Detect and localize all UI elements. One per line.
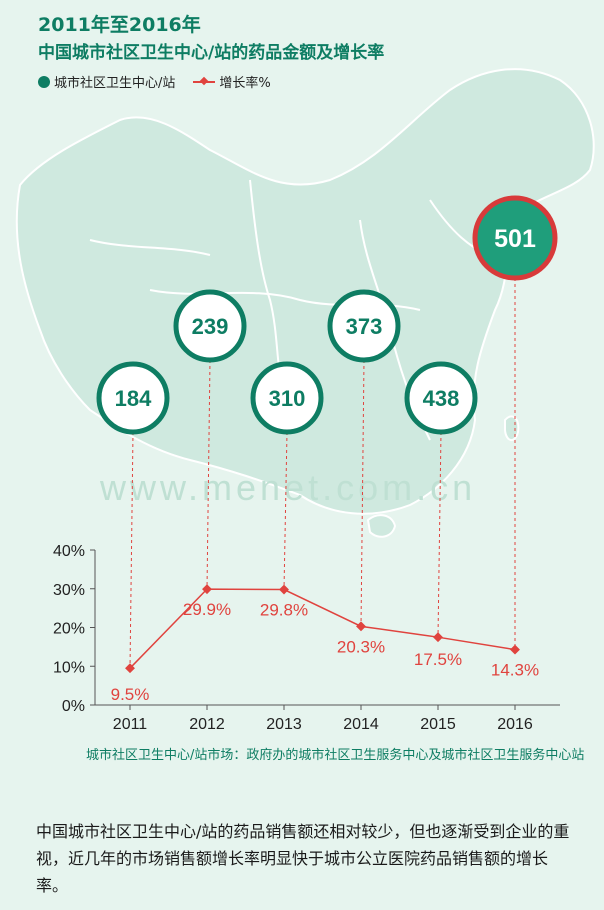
growth-point <box>433 632 443 643</box>
map-line <box>89 239 211 256</box>
x-tick-label: 2012 <box>189 716 225 733</box>
amount-label: 239 <box>192 314 229 339</box>
y-tick-label: 0% <box>62 698 85 715</box>
growth-point <box>202 584 212 595</box>
amount-bubble <box>472 195 558 281</box>
growth-data-label: 29.8% <box>260 601 308 620</box>
amount-label: 438 <box>423 386 460 411</box>
island <box>504 415 520 441</box>
chart-axes: 0% 10% 20% 30% 40% 2011 2012 2013 2014 2015 2016 <box>53 543 560 733</box>
chart-subtitle: 中国城市社区卫生中心/站的药品金额及增长率 <box>38 43 385 63</box>
amount-bubble <box>173 289 247 363</box>
amount-label: 373 <box>346 314 383 339</box>
growth-data-label: 9.5% <box>111 685 150 704</box>
growth-line: 9.5% 29.9% 29.8% 20.3% 17.5% 14.3% <box>111 584 539 704</box>
growth-point <box>510 644 520 655</box>
amount-bubble <box>96 361 170 435</box>
growth-point <box>356 621 366 632</box>
growth-series-line <box>129 588 516 669</box>
y-tick-label: 40% <box>53 543 85 560</box>
watermark: www.menet.com.cn <box>99 467 476 508</box>
x-tick-label: 2014 <box>343 716 379 733</box>
x-tick-label: 2016 <box>497 716 533 733</box>
amount-bubbles: 184 239 310 373 438 501 <box>96 195 558 435</box>
amount-bubble <box>250 361 324 435</box>
connector-lines <box>129 278 516 669</box>
legend: 城市社区卫生中心/站 增长率% <box>38 72 271 91</box>
y-tick-label: 10% <box>53 659 85 676</box>
connector-line <box>206 359 211 590</box>
amount-label: 310 <box>269 386 306 411</box>
growth-data-label: 14.3% <box>491 661 539 680</box>
amount-bubble <box>404 361 478 435</box>
growth-point <box>279 584 289 595</box>
growth-data-label: 17.5% <box>414 650 462 669</box>
legend-line-icon <box>193 80 216 83</box>
legend-dot-icon <box>38 75 50 88</box>
x-tick-label: 2013 <box>266 716 302 733</box>
y-tick-label: 30% <box>53 582 85 599</box>
amount-bubble <box>327 289 401 363</box>
connector-line <box>360 359 365 627</box>
amount-label: 184 <box>115 386 152 411</box>
amount-label: 501 <box>494 225 536 253</box>
growth-data-label: 20.3% <box>337 637 385 656</box>
growth-data-label: 29.9% <box>183 600 231 619</box>
y-tick-label: 20% <box>53 621 85 638</box>
x-tick-label: 2015 <box>420 716 456 733</box>
legend-growth-label: 增长率% <box>219 76 271 91</box>
map-shape <box>15 68 595 515</box>
legend-growth: 增长率% <box>193 72 271 91</box>
chart-title: 2011年至2016年 <box>38 14 201 36</box>
x-tick-label: 2011 <box>113 716 148 733</box>
growth-point <box>125 663 135 674</box>
connector-line <box>437 431 442 638</box>
connector-line <box>283 431 288 590</box>
island <box>366 514 397 538</box>
body-paragraph: 中国城市社区卫生中心/站的药品销售额还相对较少，但也逐渐受到企业的重视，近几年的… <box>36 822 570 895</box>
legend-amount-label: 城市社区卫生中心/站 <box>54 76 176 91</box>
market-note: 城市社区卫生中心/站市场：政府办的城市社区卫生服务中心及城市社区卫生服务中心站 <box>86 748 585 763</box>
